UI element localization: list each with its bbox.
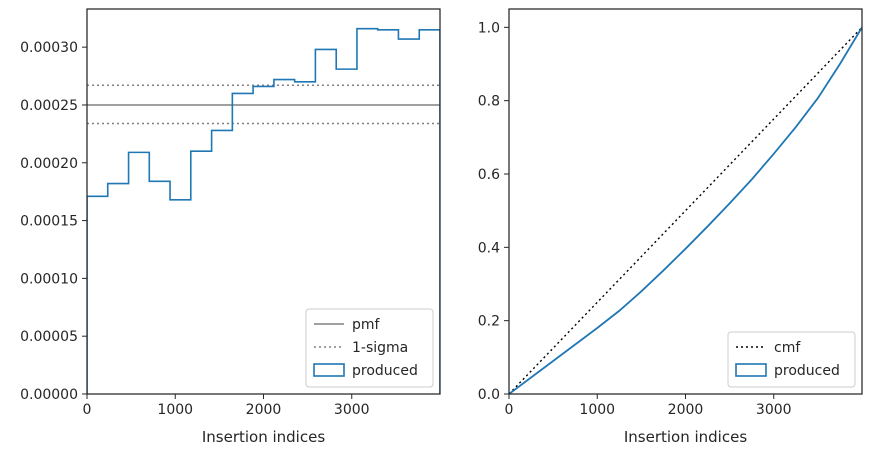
legend-label: produced (352, 363, 418, 379)
legend-label: cmf (774, 340, 801, 356)
y-tick-label: 0.8 (478, 94, 500, 110)
legend-box (305, 308, 434, 388)
x-axis-label: Insertion indices (624, 428, 747, 446)
y-tick-label: 0.0 (478, 387, 500, 403)
y-tick-label: 0.00015 (20, 214, 78, 230)
chart-insertion-cmf: 0 1000 2000 3000 0.0 0.2 0.4 0.6 0.8 1.0 Insertion… (478, 8, 863, 446)
legend-label: pmf (352, 317, 381, 333)
legend-box (727, 331, 856, 388)
produced-line (509, 26, 862, 394)
y-tick-label: 0.00020 (20, 156, 78, 172)
x-tick-label: 2000 (668, 402, 704, 418)
legend-patch (735, 363, 767, 377)
legend-label: 1-sigma (352, 340, 408, 356)
y-tick-label: 0.00025 (20, 98, 78, 114)
y-tick-label: 0.2 (478, 314, 500, 330)
y-tick-label: 0.00005 (20, 329, 78, 345)
legend: pmf 1-sigma produced (305, 308, 434, 388)
y-tick-label: 0.4 (478, 240, 500, 256)
x-tick-label: 3000 (334, 402, 370, 418)
x-tick-label: 3000 (756, 402, 792, 418)
chart-insertion-pmf: 0 1000 2000 3000 0.00000 0.00005 0.00010 0.0001… (20, 8, 441, 446)
legend-patch (313, 363, 345, 377)
x-tick-label: 1000 (579, 402, 615, 418)
y-tick-label: 0.00000 (20, 387, 78, 403)
x-tick-label: 1000 (157, 402, 193, 418)
produced-histogram (87, 27, 440, 394)
plot-area (87, 27, 440, 394)
y-tick-label: 0.00010 (20, 271, 78, 287)
x-tick-label: 2000 (246, 402, 282, 418)
x-tick-label: 0 (83, 402, 92, 418)
plot-area (509, 26, 862, 394)
y-tick-label: 0.6 (478, 167, 500, 183)
y-tick-label: 0.00030 (20, 40, 78, 56)
legend-label: produced (774, 363, 840, 379)
x-axis-label: Insertion indices (202, 428, 325, 446)
legend: cmf produced (727, 331, 856, 388)
x-tick-label: 0 (505, 402, 514, 418)
y-tick-label: 1.0 (478, 20, 500, 36)
